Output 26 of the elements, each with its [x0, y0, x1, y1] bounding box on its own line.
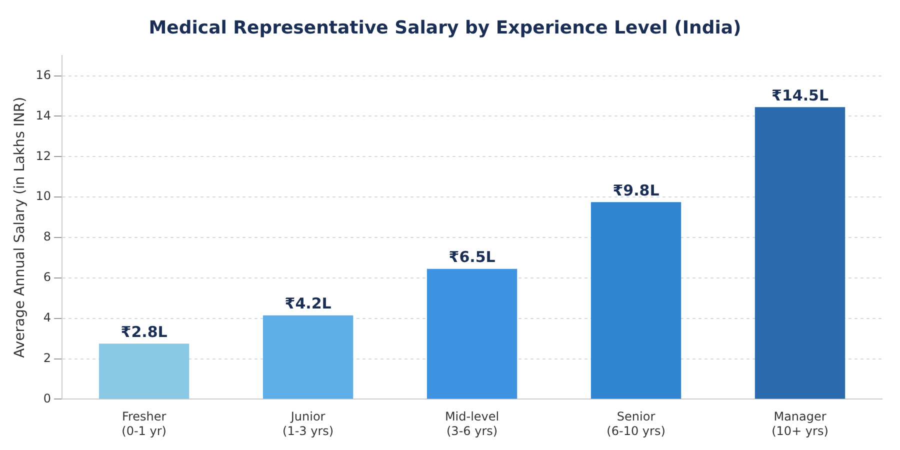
x-tick-label: Junior (1-3 yrs): [282, 410, 334, 438]
y-tick-label: 12: [36, 148, 52, 163]
bar: [98, 344, 190, 399]
bar: [262, 315, 354, 399]
data-label: ₹2.8L: [120, 323, 168, 342]
data-label: ₹9.8L: [612, 182, 660, 200]
y-tick-label: 8: [43, 230, 52, 244]
data-label: ₹4.2L: [284, 294, 332, 313]
y-tick-label: 10: [36, 189, 52, 204]
x-tick-label: Mid-level (3-6 yrs): [444, 410, 500, 438]
y-tick-label: 0: [43, 391, 52, 406]
y-tick-label: 16: [36, 68, 52, 82]
x-tick-label: Manager (10+ yrs): [772, 410, 828, 438]
data-label: ₹6.5L: [448, 248, 496, 266]
data-label: ₹14.5L: [772, 86, 829, 105]
y-tick-label: 14: [36, 108, 52, 122]
y-tick-label: 4: [43, 310, 52, 324]
bar: [590, 202, 682, 399]
bar: [754, 107, 846, 399]
y-tick-label: 6: [43, 270, 52, 284]
y-tick-label: 2: [43, 350, 52, 365]
x-tick-label: Senior (6-10 yrs): [606, 410, 666, 438]
x-tick-label: Fresher (0-1 yr): [122, 410, 166, 438]
chart-title: Medical Representative Salary by Experience Level (India): [148, 17, 742, 38]
bar: [426, 268, 518, 399]
y-axis-title: Average Annual Salary (in Lakhs INR): [12, 96, 28, 358]
